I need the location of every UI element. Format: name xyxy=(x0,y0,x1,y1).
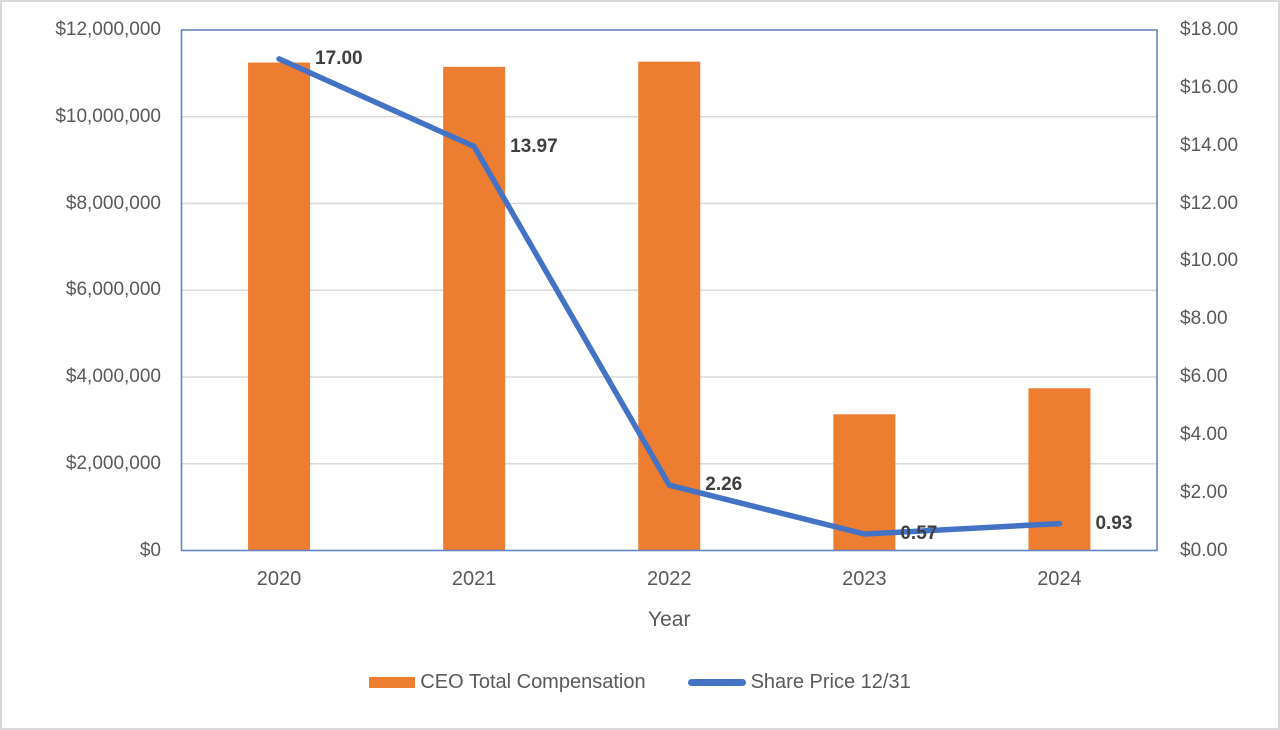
left-axis-tick-label: $2,000,000 xyxy=(65,452,161,474)
right-axis-tick-label: $10.00 xyxy=(1180,250,1239,272)
left-axis-tick-label: $4,000,000 xyxy=(65,366,161,387)
left-axis-tick-label: $6,000,000 xyxy=(65,279,161,301)
left-axis-tick-label: $8,000,000 xyxy=(65,192,161,214)
right-axis-tick-label: $18.00 xyxy=(1180,19,1239,40)
share-price-line xyxy=(276,56,1063,537)
line-data-label: 0.93 xyxy=(1095,512,1133,534)
left-axis-tick-label: $10,000,000 xyxy=(55,105,161,127)
left-axis-tick-label: $0 xyxy=(139,539,161,561)
line-series-swatch-icon xyxy=(687,679,746,686)
line-data-label: 17.00 xyxy=(315,47,363,69)
x-axis-title: Year xyxy=(648,608,691,631)
x-axis-tick-label: 2024 xyxy=(1037,568,1082,590)
legend: CEO Total Compensation Share Price 12/31 xyxy=(0,671,1280,694)
right-axis-tick-label: $14.00 xyxy=(1180,134,1239,156)
bar-series-swatch-icon xyxy=(369,677,416,688)
legend-item-share-price: Share Price 12/31 xyxy=(687,671,911,694)
line-data-label: 0.57 xyxy=(900,523,938,545)
right-axis-tick-label: $16.00 xyxy=(1180,76,1239,98)
right-axis-tick-label: $8.00 xyxy=(1180,308,1228,330)
x-axis-tick-label: 2023 xyxy=(842,568,887,590)
bar-2020 xyxy=(248,62,311,551)
line-data-label: 2.26 xyxy=(705,474,743,496)
x-axis-tick-label: 2020 xyxy=(256,568,302,590)
x-axis-tick-label: 2021 xyxy=(451,568,497,590)
left-axis-tick-label: $12,000,000 xyxy=(55,19,161,40)
line-data-label: 13.97 xyxy=(510,135,558,157)
plot-border xyxy=(180,29,1158,552)
right-axis-tick-label: $6.00 xyxy=(1180,366,1228,387)
legend-label-bar-series: CEO Total Compensation xyxy=(420,671,646,693)
right-axis-tick-label: $2.00 xyxy=(1180,481,1228,503)
right-axis-tick-label: $12.00 xyxy=(1180,192,1239,214)
legend-label-line-series: Share Price 12/31 xyxy=(750,671,911,693)
right-axis-tick-label: $4.00 xyxy=(1180,423,1228,445)
right-axis-tick-label: $0.00 xyxy=(1180,539,1228,561)
x-axis-tick-label: 2022 xyxy=(647,568,692,590)
bar-2022 xyxy=(638,61,701,551)
legend-item-ceo-total-compensation: CEO Total Compensation xyxy=(369,671,646,694)
